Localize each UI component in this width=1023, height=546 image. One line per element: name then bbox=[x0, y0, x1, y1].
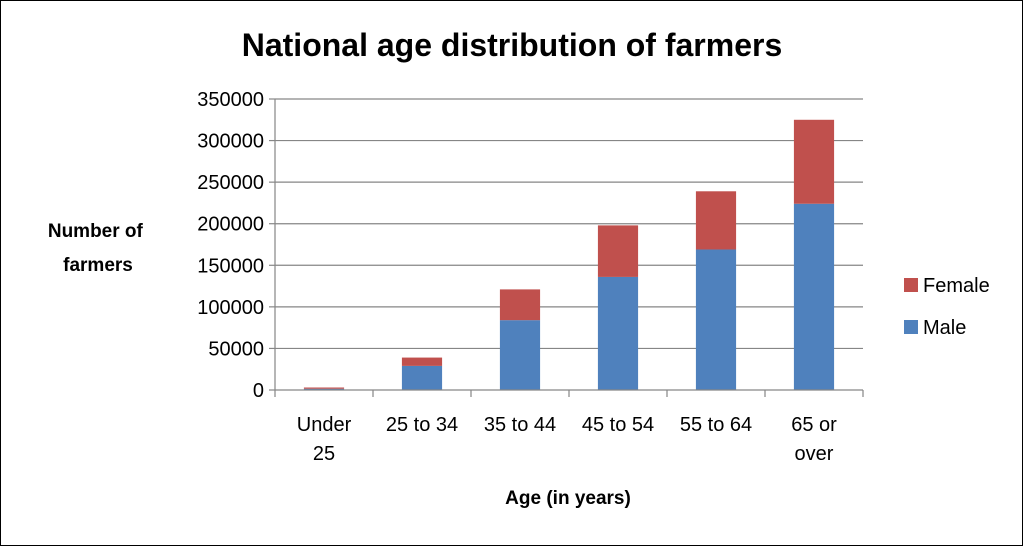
bar-female-1 bbox=[401, 357, 443, 366]
bar-female-2 bbox=[499, 289, 541, 321]
bar-male-1 bbox=[401, 365, 443, 390]
bar-female-4 bbox=[695, 191, 737, 250]
bar-male-5 bbox=[793, 203, 835, 390]
bar-male-0 bbox=[303, 388, 345, 390]
y-tick-label: 50000 bbox=[208, 338, 264, 360]
x-tick-label: 55 to 64 bbox=[680, 414, 752, 436]
x-tick-labels: Under 25 25 to 34 35 to 44 45 to 54 55 to 64 6… bbox=[297, 414, 837, 465]
y-tick-label: 200000 bbox=[197, 214, 264, 236]
y-tick-label: 100000 bbox=[197, 297, 264, 319]
gridlines bbox=[275, 98, 863, 350]
x-tick-label: 25 to 34 bbox=[386, 414, 458, 436]
x-tick-label: 65 or over bbox=[791, 414, 837, 465]
y-tick-labels: 0 50000 100000 150000 200000 250000 300000 3500… bbox=[197, 89, 264, 402]
bar-male-2 bbox=[499, 320, 541, 390]
y-tick-label: 0 bbox=[253, 380, 264, 402]
axes bbox=[269, 98, 864, 397]
bar-female-0 bbox=[303, 387, 345, 389]
legend-label-female: Female bbox=[923, 275, 990, 297]
bar-male-4 bbox=[695, 249, 737, 390]
x-tick-label: 35 to 44 bbox=[484, 414, 556, 436]
bar-female-3 bbox=[597, 225, 639, 277]
y-axis-title-line-2: farmers bbox=[63, 255, 133, 276]
chart-title: National age distribution of farmers bbox=[242, 27, 783, 63]
y-tick-label: 300000 bbox=[197, 131, 264, 153]
legend-swatch-female bbox=[904, 278, 918, 292]
x-tick-label: Under 25 bbox=[297, 414, 352, 465]
bars bbox=[303, 119, 835, 390]
y-tick-label: 150000 bbox=[197, 255, 264, 277]
bar-female-5 bbox=[793, 119, 835, 204]
y-tick-label: 350000 bbox=[197, 89, 264, 111]
y-axis-title: Number of farmers bbox=[48, 221, 148, 276]
legend: Female Male bbox=[904, 275, 990, 339]
bar-male-3 bbox=[597, 276, 639, 390]
y-tick-label: 250000 bbox=[197, 172, 264, 194]
legend-label-male: Male bbox=[923, 317, 966, 339]
x-axis-title: Age (in years) bbox=[505, 488, 631, 509]
y-axis-title-line-1: Number of bbox=[48, 221, 144, 242]
legend-swatch-male bbox=[904, 320, 918, 334]
x-tick-label: 45 to 54 bbox=[582, 414, 654, 436]
